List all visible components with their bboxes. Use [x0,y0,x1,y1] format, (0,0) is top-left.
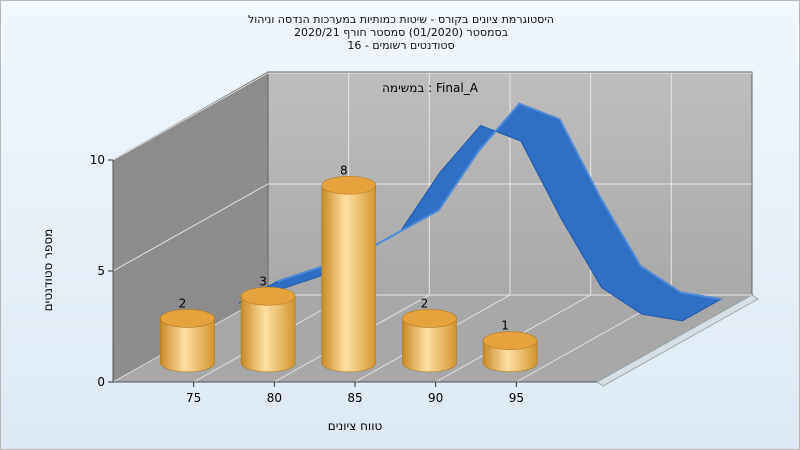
bar-top [482,331,538,350]
bar-body [402,318,457,373]
inner-task-label: במשימה : Final_A [382,81,479,95]
chart-title-line3: סטודנטים רשומים - 16 [347,39,455,52]
y-tick-label: 0 [97,375,105,389]
distribution-curve [238,102,723,322]
y-axis-label: מספר סטודנטים [41,229,55,312]
bar-value-label: 1 [501,319,509,333]
bar-85-90: 2 [402,296,457,373]
chart-title-line2: בסמסטר (01/2020) סמסטר חורף 2020/21 [294,26,508,39]
ticks: 75 80 85 90 95 0 5 10 [90,153,524,405]
bar-top [160,309,215,328]
bar-value-label: 8 [340,163,348,177]
bar-90-95: 1 [482,319,538,373]
bar-body [160,318,215,373]
bar-70-75: 2 [160,296,215,373]
bar-80-85: 8 [321,163,377,373]
bar-75-80: 3 [240,274,296,373]
bar-body [240,295,296,373]
bar-value-label: 2 [421,296,429,310]
bar-top [240,286,296,306]
x-tick-label: 80 [267,391,282,405]
y-tick-label: 10 [90,153,105,167]
x-axis-label: טווח ציונים [328,419,383,433]
bar-top [402,309,457,328]
chart-title-line1: היסטוגרמת ציונים בקורס - שיטות כמותיות ב… [248,13,554,26]
x-tick-label: 85 [347,391,362,405]
y-tick-label: 5 [97,264,105,278]
bar-top [321,175,377,195]
bar-body [321,184,377,373]
x-tick-label: 90 [428,391,443,405]
curve-top-edge [277,102,722,301]
x-tick-label: 95 [509,391,524,405]
bar-value-label: 2 [179,296,187,310]
x-tick-label: 75 [186,391,201,405]
floor-edge [596,294,759,387]
bar-value-label: 3 [259,274,267,288]
bars: 2 3 8 2 1 [160,163,538,373]
